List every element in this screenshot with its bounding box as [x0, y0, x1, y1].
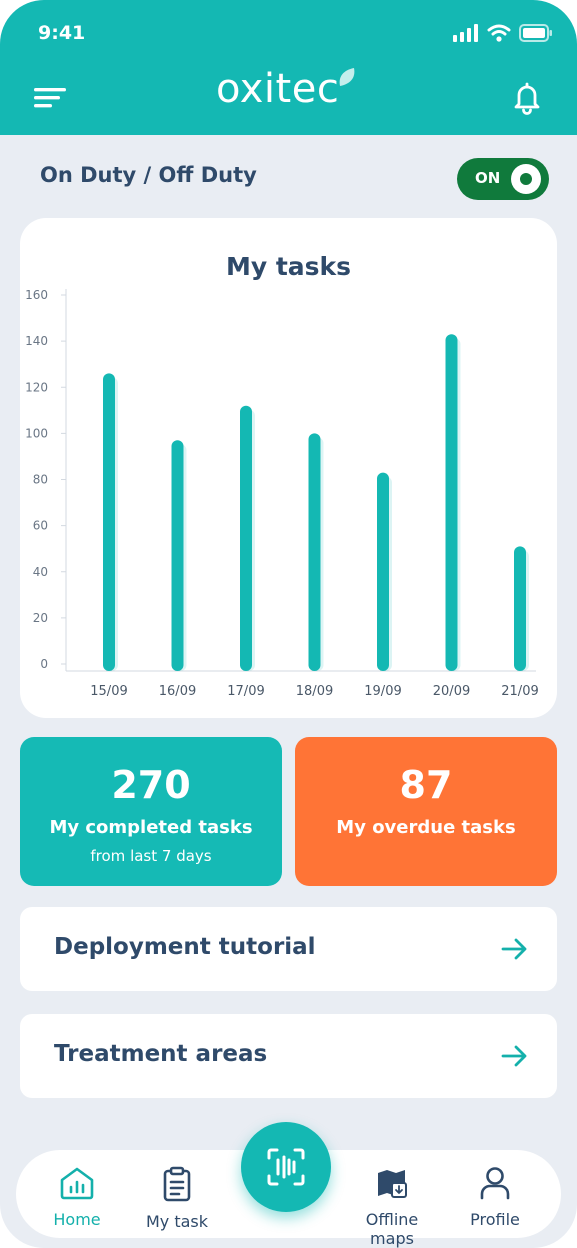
treatment-areas-label: Treatment areas	[54, 1041, 268, 1067]
nav-profile-label: Profile	[470, 1210, 520, 1229]
status-time: 9:41	[38, 22, 86, 44]
menu-icon[interactable]	[34, 86, 68, 110]
treatment-areas-link[interactable]: Treatment areas	[20, 1014, 557, 1098]
overdue-tasks-label: My overdue tasks	[336, 817, 516, 838]
arrow-right-icon	[501, 938, 527, 960]
nav-home-label: Home	[53, 1210, 101, 1229]
map-download-icon	[378, 1170, 407, 1198]
app-header: 9:41 oxitec	[0, 0, 577, 135]
deployment-tutorial-label: Deployment tutorial	[54, 934, 316, 960]
y-tick-label: 80	[33, 473, 48, 487]
nav-offline-maps[interactable]: Offline maps	[346, 1166, 438, 1248]
completed-tasks-period: from last 7 days	[90, 847, 212, 865]
y-tick-label: 0	[40, 657, 48, 671]
clipboard-icon	[163, 1166, 191, 1202]
bar	[514, 546, 526, 671]
toggle-state-text: ON	[475, 169, 501, 187]
y-tick-label: 140	[25, 334, 48, 348]
x-tick-label: 21/09	[501, 684, 538, 699]
status-icons	[453, 24, 553, 42]
x-tick-label: 17/09	[227, 684, 264, 699]
wifi-icon	[487, 24, 511, 42]
bar	[377, 472, 389, 671]
toggle-knob	[511, 164, 541, 194]
nav-my-task-label: My task	[145, 1212, 209, 1231]
brand-logo: oxitec	[216, 66, 355, 122]
arrow-right-icon	[501, 1045, 527, 1067]
home-chart-icon	[60, 1167, 94, 1200]
nav-profile[interactable]: Profile	[450, 1166, 540, 1229]
duty-toggle[interactable]: ON	[457, 158, 549, 200]
bar	[103, 373, 115, 671]
signal-icon	[453, 24, 478, 42]
scan-icon	[267, 1148, 305, 1186]
y-tick-label: 20	[33, 611, 48, 625]
x-tick-label: 18/09	[296, 684, 333, 699]
y-tick-label: 40	[33, 565, 48, 579]
y-tick-label: 160	[25, 288, 48, 302]
overdue-tasks-count: 87	[399, 763, 453, 807]
bar	[445, 334, 458, 671]
leaf-icon	[339, 68, 355, 86]
notification-bell-icon[interactable]	[510, 80, 544, 116]
chart-title: My tasks	[225, 252, 352, 281]
nav-home[interactable]: Home	[32, 1166, 122, 1229]
x-tick-label: 19/09	[364, 684, 401, 699]
user-icon	[480, 1167, 510, 1200]
bar	[240, 405, 252, 671]
x-tick-label: 15/09	[90, 684, 127, 699]
battery-icon	[519, 24, 552, 42]
x-tick-label: 16/09	[159, 684, 196, 699]
completed-tasks-count: 270	[111, 763, 191, 807]
x-tick-label: 20/09	[433, 684, 470, 699]
y-tick-label: 60	[33, 519, 48, 533]
nav-offline-maps-label: Offline maps	[365, 1210, 419, 1248]
completed-tasks-card[interactable]: 270 My completed tasks from last 7 days	[20, 737, 282, 886]
duty-label: On Duty / Off Duty	[40, 163, 257, 187]
nav-my-task[interactable]: My task	[132, 1166, 222, 1231]
deployment-tutorial-link[interactable]: Deployment tutorial	[20, 907, 557, 991]
y-tick-label: 100	[25, 426, 48, 440]
completed-tasks-label: My completed tasks	[49, 817, 253, 838]
tasks-bar-chart: 0 20 40 60 80 100 120 140 160 15/09 16/09 17/09 18/0…	[25, 288, 539, 699]
bar	[171, 440, 184, 671]
overdue-tasks-card[interactable]: 87 My overdue tasks	[295, 737, 557, 886]
bar	[308, 433, 321, 671]
scan-button[interactable]	[241, 1122, 331, 1212]
y-tick-label: 120	[25, 380, 48, 394]
